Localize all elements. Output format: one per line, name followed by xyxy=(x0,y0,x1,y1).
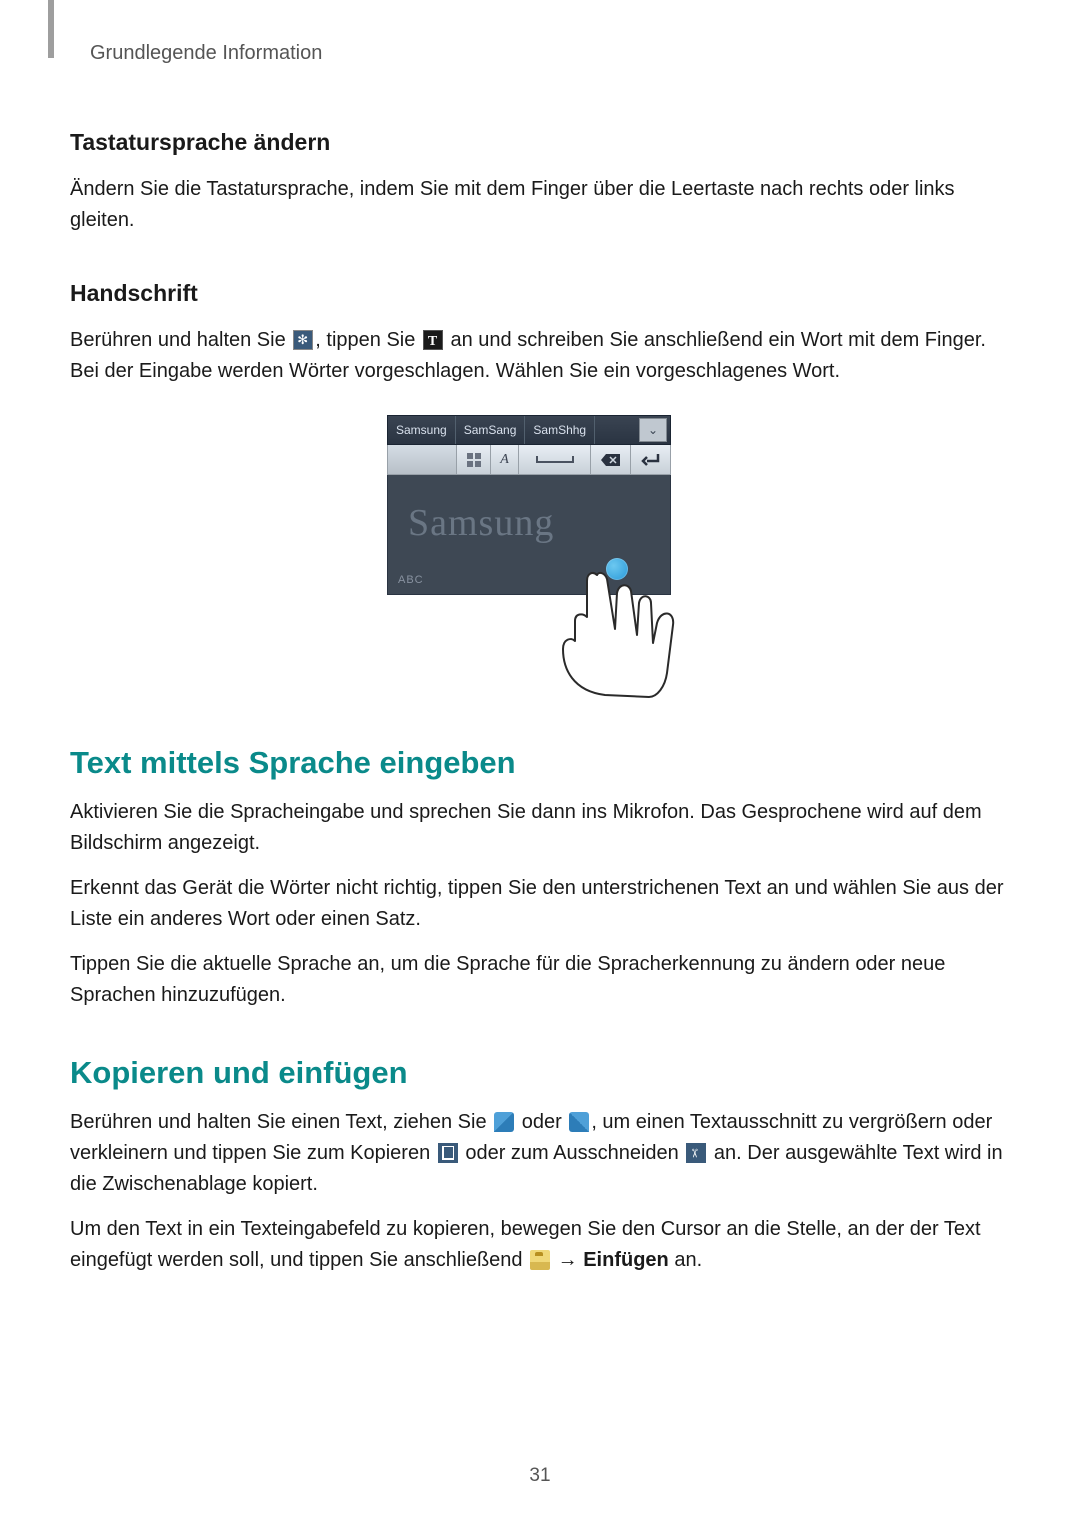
heading-copy-paste: Kopieren und einfügen xyxy=(70,1055,1010,1091)
text-fragment: an. xyxy=(669,1249,702,1271)
paragraph-keyboard-lang: Ändern Sie die Tastatursprache, indem Si… xyxy=(70,174,1010,236)
copy-icon xyxy=(438,1143,458,1163)
text-fragment: Berühren und halten Sie xyxy=(70,329,291,351)
selection-handle-right-icon xyxy=(569,1112,589,1132)
hand-icon xyxy=(549,569,689,699)
suggestion-dropdown: ⌄ xyxy=(639,418,667,442)
suggestion-word: SamSang xyxy=(456,416,526,444)
handwritten-text: Samsung xyxy=(408,501,554,545)
text-fragment: oder zum Ausschneiden xyxy=(460,1142,685,1164)
suggestion-bar: Samsung SamSang SamShhg ⌄ xyxy=(387,415,671,445)
chapter-title: Grundlegende Information xyxy=(90,42,1010,65)
text-fragment: Um den Text in ein Texteingabefeld zu ko… xyxy=(70,1218,981,1271)
heading-voice-input: Text mittels Sprache eingeben xyxy=(70,745,1010,781)
handwriting-mode-icon xyxy=(423,330,443,350)
text-fragment: oder xyxy=(516,1111,567,1133)
paste-handle-icon xyxy=(530,1250,550,1270)
paragraph-voice-2: Erkennt das Gerät die Wörter nicht richt… xyxy=(70,873,1010,935)
cut-icon xyxy=(686,1143,706,1163)
selection-handle-left-icon xyxy=(494,1112,514,1132)
tb-text-key: A xyxy=(490,445,518,474)
gear-icon xyxy=(293,330,313,350)
tb-enter-key xyxy=(630,445,670,474)
tb-backspace-key xyxy=(590,445,630,474)
text-fragment: → xyxy=(552,1249,583,1271)
tb-space-key xyxy=(518,445,590,474)
paragraph-copypaste-2: Um den Text in ein Texteingabefeld zu ko… xyxy=(70,1214,1010,1276)
subheading-keyboard-lang: Tastatursprache ändern xyxy=(70,129,1010,156)
paragraph-copypaste-1: Berühren und halten Sie einen Text, zieh… xyxy=(70,1107,1010,1200)
paragraph-voice-3: Tippen Sie die aktuelle Sprache an, um d… xyxy=(70,949,1010,1011)
paragraph-voice-1: Aktivieren Sie die Spracheingabe und spr… xyxy=(70,797,1010,859)
bold-label-einfuegen: Einfügen xyxy=(583,1249,669,1271)
tb-settings-icon xyxy=(456,445,490,474)
text-fragment: , tippen Sie xyxy=(315,329,421,351)
header-marker xyxy=(48,0,54,58)
page-number: 31 xyxy=(0,1465,1080,1487)
suggestion-word: SamShhg xyxy=(525,416,595,444)
text-fragment: Berühren und halten Sie einen Text, zieh… xyxy=(70,1111,492,1133)
suggestion-word: Samsung xyxy=(388,416,456,444)
handwriting-toolbar: A xyxy=(387,445,671,475)
handwriting-illustration: Samsung SamSang SamShhg ⌄ A Samsung ABC xyxy=(387,415,671,685)
mode-label: ABC xyxy=(398,574,424,586)
subheading-handwriting: Handschrift xyxy=(70,280,1010,307)
paragraph-handwriting: Berühren und halten Sie , tippen Sie an … xyxy=(70,325,1010,387)
